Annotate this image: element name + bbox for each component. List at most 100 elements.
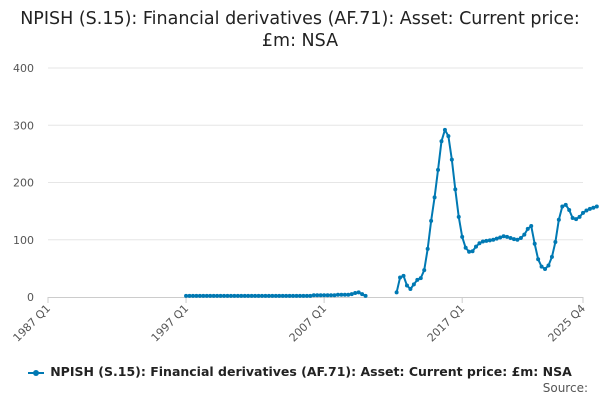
data-point[interactable] xyxy=(194,293,199,298)
data-point[interactable] xyxy=(594,204,599,209)
data-point[interactable] xyxy=(394,290,399,295)
data-point[interactable] xyxy=(315,293,320,298)
data-point[interactable] xyxy=(553,240,558,245)
data-point[interactable] xyxy=(591,205,596,210)
data-point[interactable] xyxy=(539,264,544,269)
data-point[interactable] xyxy=(304,293,309,298)
data-point[interactable] xyxy=(480,239,485,244)
data-point[interactable] xyxy=(522,232,527,237)
data-point[interactable] xyxy=(253,293,258,298)
data-point[interactable] xyxy=(225,293,230,298)
data-point[interactable] xyxy=(222,293,227,298)
data-point[interactable] xyxy=(277,293,282,298)
data-point[interactable] xyxy=(436,167,441,172)
data-point[interactable] xyxy=(574,217,579,222)
data-point[interactable] xyxy=(442,127,447,132)
data-point[interactable] xyxy=(470,249,475,254)
data-point[interactable] xyxy=(284,293,289,298)
data-point[interactable] xyxy=(297,293,302,298)
data-point[interactable] xyxy=(291,293,296,298)
data-point[interactable] xyxy=(508,236,513,241)
data-point[interactable] xyxy=(218,293,223,298)
data-point[interactable] xyxy=(187,293,192,298)
data-point[interactable] xyxy=(311,293,316,298)
data-point[interactable] xyxy=(398,275,403,280)
data-point[interactable] xyxy=(256,293,261,298)
data-point[interactable] xyxy=(498,235,503,240)
data-point[interactable] xyxy=(270,293,275,298)
data-point[interactable] xyxy=(197,293,202,298)
data-point[interactable] xyxy=(360,292,365,297)
data-point[interactable] xyxy=(287,293,292,298)
data-point[interactable] xyxy=(411,282,416,287)
data-point[interactable] xyxy=(190,293,195,298)
data-point[interactable] xyxy=(515,237,520,242)
data-point[interactable] xyxy=(356,290,361,295)
data-point[interactable] xyxy=(577,214,582,219)
data-point[interactable] xyxy=(339,292,344,297)
data-point[interactable] xyxy=(280,293,285,298)
data-point[interactable] xyxy=(518,236,523,241)
data-point[interactable] xyxy=(463,245,468,250)
data-point[interactable] xyxy=(204,293,209,298)
data-point[interactable] xyxy=(587,206,592,211)
data-point[interactable] xyxy=(329,293,334,298)
data-point[interactable] xyxy=(201,293,206,298)
data-point[interactable] xyxy=(332,293,337,298)
data-point[interactable] xyxy=(294,293,299,298)
data-point[interactable] xyxy=(322,293,327,298)
data-point[interactable] xyxy=(429,218,434,223)
data-point[interactable] xyxy=(401,273,406,278)
data-point[interactable] xyxy=(301,293,306,298)
data-point[interactable] xyxy=(460,234,465,239)
data-point[interactable] xyxy=(246,293,251,298)
data-point[interactable] xyxy=(484,238,489,243)
data-point[interactable] xyxy=(467,249,472,254)
data-point[interactable] xyxy=(346,292,351,297)
data-point[interactable] xyxy=(432,195,437,200)
data-point[interactable] xyxy=(536,257,541,262)
data-point[interactable] xyxy=(543,266,548,271)
data-point[interactable] xyxy=(487,238,492,243)
data-point[interactable] xyxy=(529,224,534,229)
data-point[interactable] xyxy=(415,277,420,282)
data-point[interactable] xyxy=(532,241,537,246)
data-point[interactable] xyxy=(342,292,347,297)
data-point[interactable] xyxy=(232,293,237,298)
data-point[interactable] xyxy=(425,246,430,251)
data-point[interactable] xyxy=(563,202,568,207)
data-point[interactable] xyxy=(228,293,233,298)
data-point[interactable] xyxy=(439,139,444,144)
data-point[interactable] xyxy=(266,293,271,298)
data-point[interactable] xyxy=(546,263,551,268)
data-point[interactable] xyxy=(549,254,554,259)
data-point[interactable] xyxy=(239,293,244,298)
data-point[interactable] xyxy=(446,134,451,139)
data-point[interactable] xyxy=(418,276,423,281)
data-point[interactable] xyxy=(242,293,247,298)
data-point[interactable] xyxy=(491,237,496,242)
data-point[interactable] xyxy=(249,293,254,298)
data-point[interactable] xyxy=(453,187,458,192)
data-point[interactable] xyxy=(560,204,565,209)
data-point[interactable] xyxy=(335,292,340,297)
data-point[interactable] xyxy=(505,234,510,239)
data-point[interactable] xyxy=(581,210,585,215)
data-point[interactable] xyxy=(525,226,530,231)
data-point[interactable] xyxy=(273,293,278,298)
data-point[interactable] xyxy=(353,290,358,295)
data-point[interactable] xyxy=(208,293,213,298)
data-point[interactable] xyxy=(235,293,240,298)
data-point[interactable] xyxy=(308,293,313,298)
data-point[interactable] xyxy=(211,293,216,298)
data-point[interactable] xyxy=(474,244,478,249)
data-point[interactable] xyxy=(456,214,461,219)
data-point[interactable] xyxy=(318,293,323,298)
data-point[interactable] xyxy=(325,293,330,298)
data-point[interactable] xyxy=(363,293,368,298)
data-point[interactable] xyxy=(494,236,499,241)
data-point[interactable] xyxy=(511,237,516,242)
data-point[interactable] xyxy=(501,234,506,239)
data-point[interactable] xyxy=(408,286,413,291)
legend[interactable]: NPISH (S.15): Financial derivatives (AF.… xyxy=(0,364,600,379)
